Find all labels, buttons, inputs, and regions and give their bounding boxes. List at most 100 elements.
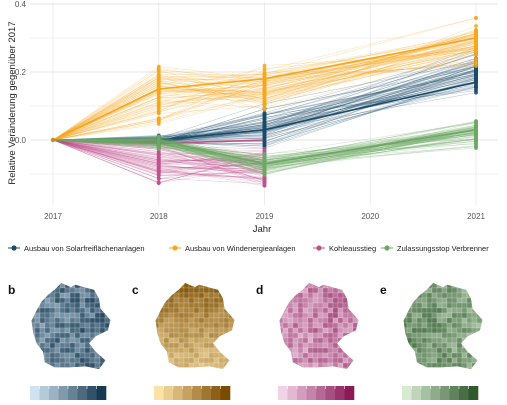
map-district — [158, 302, 165, 309]
map-district — [64, 357, 71, 364]
trajectory-line — [52, 41, 477, 141]
map-district — [178, 357, 185, 364]
map-district — [421, 312, 428, 319]
map-district — [168, 322, 175, 329]
map-district — [461, 307, 468, 314]
map-district — [203, 302, 210, 309]
map-district — [168, 332, 175, 339]
map-district — [84, 347, 91, 354]
data-point — [156, 120, 161, 125]
map-district — [342, 342, 349, 349]
map-district — [431, 283, 438, 289]
map-district — [352, 327, 359, 334]
map-district — [282, 283, 289, 289]
trajectory-line — [52, 139, 477, 169]
map-district — [69, 312, 76, 319]
map-district — [322, 292, 329, 299]
map-district — [213, 322, 220, 329]
map-district — [89, 292, 96, 299]
map-district — [317, 297, 324, 304]
map-district — [178, 322, 185, 329]
trajectory-line — [52, 31, 477, 141]
map-district — [163, 287, 170, 294]
map-district — [178, 297, 185, 304]
map-district — [322, 307, 329, 314]
map-district — [228, 332, 235, 339]
map-district — [84, 283, 91, 289]
map-district — [406, 322, 413, 329]
map-district — [94, 302, 101, 309]
map-district — [44, 312, 51, 319]
map-district — [476, 287, 483, 294]
map-district — [31, 337, 36, 344]
map-district — [287, 332, 294, 339]
data-point — [156, 167, 161, 172]
map-district — [297, 342, 304, 349]
trajectory-line — [52, 129, 477, 171]
map-district — [307, 362, 314, 369]
map-district — [279, 357, 284, 364]
data-point — [262, 139, 267, 144]
map-district — [312, 317, 319, 324]
map-district — [456, 307, 463, 314]
map-district — [178, 337, 185, 344]
map-district — [99, 362, 106, 369]
map-district — [233, 283, 235, 289]
trajectory-line — [52, 128, 477, 167]
map-district — [34, 332, 41, 339]
map-district — [59, 337, 66, 344]
map-district — [104, 327, 111, 334]
map-district — [337, 367, 344, 369]
trajectory-line — [52, 63, 477, 141]
map-district — [441, 337, 448, 344]
map-district — [431, 337, 438, 344]
map-district — [279, 362, 284, 369]
map-district — [332, 292, 339, 299]
map-district — [287, 283, 294, 289]
map-district — [54, 297, 61, 304]
map-district — [322, 357, 329, 364]
map-district — [104, 312, 111, 319]
map-district — [451, 297, 458, 304]
map-district — [94, 367, 101, 369]
trajectory-line — [52, 65, 477, 141]
map-district — [99, 322, 106, 329]
map-district — [49, 312, 56, 319]
map-district — [332, 337, 339, 344]
map-district — [59, 283, 66, 289]
map-district — [426, 292, 433, 299]
map-district — [446, 347, 453, 354]
map-district — [357, 287, 359, 294]
data-point — [156, 66, 161, 70]
data-point — [474, 130, 478, 135]
x-axis-ticks: 2017 2018 2019 2020 2021 — [44, 212, 485, 221]
map-district — [223, 367, 230, 369]
map-district — [54, 292, 61, 299]
map-district — [279, 312, 284, 319]
map-district — [481, 312, 483, 319]
map-district — [302, 332, 309, 339]
map-district — [302, 322, 309, 329]
map-district — [44, 283, 51, 289]
map-district — [59, 312, 66, 319]
trajectory-line — [52, 33, 477, 141]
map-district — [446, 302, 453, 309]
map-district — [411, 283, 418, 289]
map-district — [411, 327, 418, 334]
map-district — [54, 352, 61, 359]
map-district — [332, 327, 339, 334]
map-district — [357, 307, 359, 314]
map-district — [317, 322, 324, 329]
map-district — [481, 367, 483, 369]
map-district — [352, 357, 359, 364]
map-district — [466, 352, 473, 359]
map-district — [282, 317, 289, 324]
trajectory-line — [52, 40, 477, 141]
map-district — [312, 322, 319, 329]
trajectory-line — [52, 127, 477, 165]
trajectory-line — [52, 125, 477, 171]
trajectory-line — [52, 127, 477, 164]
map-district — [228, 362, 235, 369]
map-district — [39, 322, 46, 329]
map-district — [312, 307, 319, 314]
